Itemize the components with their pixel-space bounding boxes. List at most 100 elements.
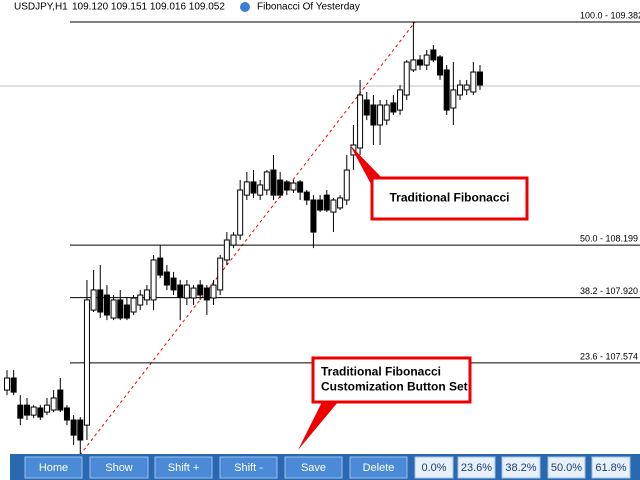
candle-body	[423, 54, 430, 66]
candle-body	[150, 259, 157, 301]
candle-body	[257, 184, 264, 196]
candle-body	[190, 287, 197, 299]
candle-body	[217, 257, 224, 291]
candle-body	[230, 234, 237, 246]
candle-body	[450, 89, 457, 109]
button[interactable]: 23.6%	[457, 456, 496, 479]
button-label: Save	[301, 462, 326, 474]
button[interactable]: 61.8%	[591, 456, 631, 479]
button-label: Shift -	[234, 462, 263, 474]
candle-body	[383, 104, 390, 121]
button-face	[349, 456, 408, 479]
candle-body	[103, 294, 110, 316]
candle-body	[370, 104, 377, 126]
candle-body	[30, 406, 37, 416]
button-label: 61.8%	[595, 462, 626, 474]
button-face	[457, 456, 496, 479]
candle-body	[430, 49, 437, 61]
quote: 109.120 109.151 109.016 109.052	[72, 2, 225, 13]
candle-body	[357, 94, 364, 149]
candle-body	[37, 407, 44, 418]
candle-body	[283, 181, 290, 191]
candle-body	[50, 397, 57, 411]
candle-body	[117, 299, 124, 319]
button-label: 38.2%	[505, 462, 536, 474]
button-label: 50.0%	[551, 462, 582, 474]
candle-body	[417, 59, 424, 66]
candle-body	[77, 419, 84, 441]
candle-body	[323, 194, 330, 211]
button[interactable]: Show	[89, 456, 149, 479]
fib-level-label: 100.0 - 109.382	[580, 10, 640, 20]
button-label: Delete	[363, 462, 395, 474]
button-face	[501, 456, 541, 479]
symbol: USDJPY,H1	[14, 2, 68, 13]
candle-body	[223, 239, 230, 261]
callout-pointer	[350, 145, 382, 186]
button-face	[24, 456, 83, 479]
candle-body	[243, 181, 250, 196]
candle-body	[83, 299, 90, 426]
fib-trend-line	[79, 21, 416, 456]
candle-body	[330, 199, 337, 213]
button-label: Shift +	[168, 462, 200, 474]
candle-body	[130, 297, 137, 313]
candle-body	[297, 181, 304, 193]
button[interactable]: Shift -	[219, 456, 278, 479]
candle-body	[97, 289, 104, 313]
button-face	[89, 456, 149, 479]
callout-pointer	[298, 402, 338, 450]
button[interactable]: Delete	[349, 456, 408, 479]
candle-body	[470, 71, 477, 93]
button[interactable]: Home	[24, 456, 83, 479]
button[interactable]: Shift +	[154, 456, 213, 479]
button-face	[154, 456, 213, 479]
candle-body	[277, 179, 284, 196]
candle-body	[170, 277, 177, 291]
candle-body	[17, 404, 24, 419]
candle-body	[4, 377, 10, 391]
candle-body	[263, 171, 270, 191]
fib-level-label: 38.2 - 107.920	[580, 286, 638, 296]
candle-body	[63, 407, 70, 421]
candle-body	[310, 199, 317, 233]
candle-body	[90, 289, 97, 311]
candle-body	[177, 284, 184, 298]
button-face	[414, 456, 454, 479]
button[interactable]: 50.0%	[547, 456, 586, 479]
candle-body	[270, 169, 277, 196]
indicator-name: Fibonacci Of Yesterday	[257, 2, 360, 13]
candle-body	[403, 61, 410, 96]
candle-body	[157, 257, 164, 276]
button-label: 23.6%	[461, 462, 492, 474]
button-face	[284, 456, 343, 479]
candle-body	[437, 56, 444, 76]
callout-text: Traditional Fibonacci	[389, 191, 509, 205]
candle-body	[250, 181, 257, 194]
candle-body	[210, 284, 217, 299]
candle-body	[110, 299, 117, 319]
candle-body	[197, 284, 204, 296]
fib-level-label: 23.6 - 107.574	[580, 351, 638, 361]
candle-body	[397, 89, 404, 111]
candle-body	[477, 71, 483, 86]
candle-body	[443, 69, 450, 111]
button[interactable]: 0.0%	[414, 456, 454, 479]
button[interactable]: Save	[284, 456, 343, 479]
candle-body	[363, 99, 370, 116]
fib-level-label: 50.0 - 108.199	[580, 233, 638, 243]
indicator-icon	[240, 2, 250, 12]
callout-text: Customization Button Set	[321, 380, 468, 394]
candle-body	[70, 419, 77, 436]
candle-body	[23, 404, 30, 416]
button-label: 0.0%	[421, 462, 446, 474]
candle-body	[10, 377, 17, 393]
button[interactable]: 38.2%	[501, 456, 541, 479]
candle-body	[377, 104, 384, 126]
button-face	[219, 456, 278, 479]
button-label: Home	[39, 462, 68, 474]
button-label: Show	[105, 462, 133, 474]
candle-body	[343, 169, 350, 201]
candle-body	[410, 59, 417, 71]
